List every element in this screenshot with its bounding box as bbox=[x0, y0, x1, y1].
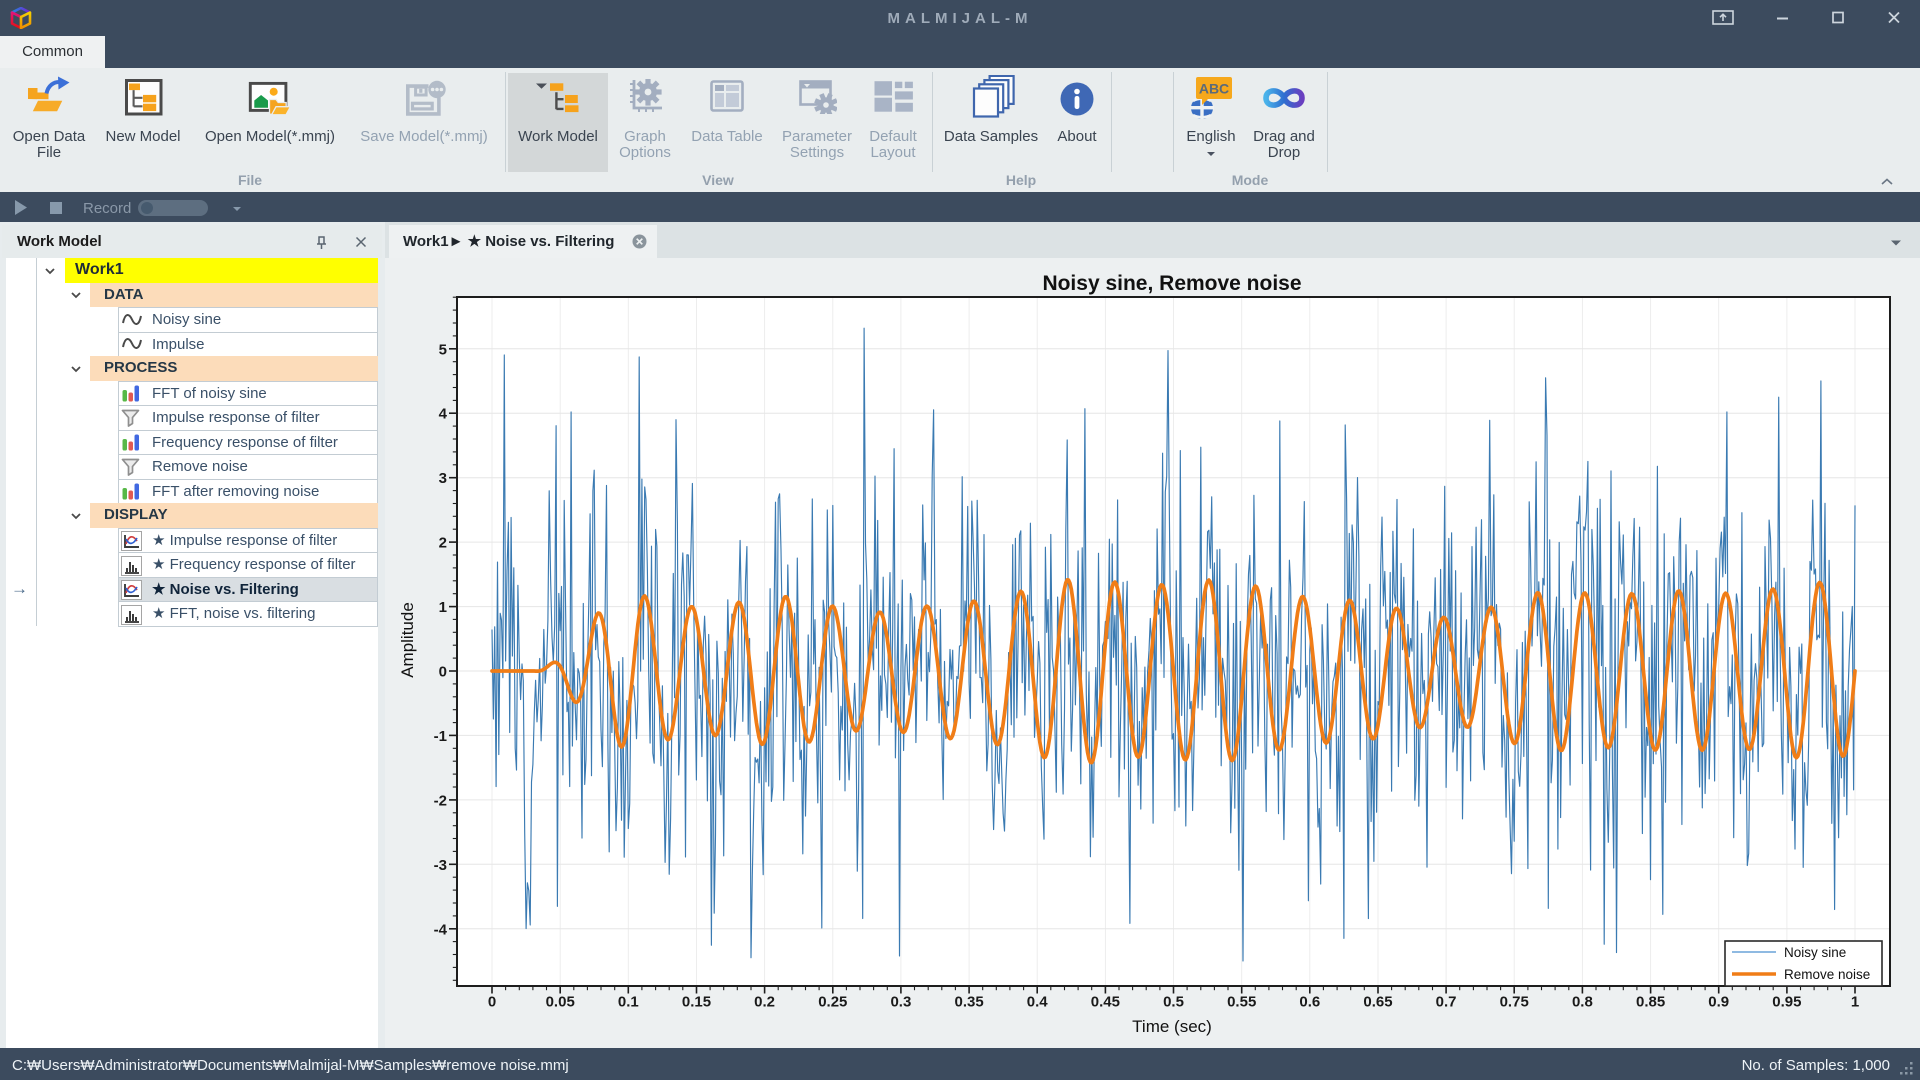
svg-text:0.95: 0.95 bbox=[1772, 994, 1801, 1011]
svg-text:0: 0 bbox=[439, 664, 447, 681]
svg-text:-4: -4 bbox=[434, 921, 448, 938]
svg-text:3: 3 bbox=[439, 470, 447, 487]
svg-text:4: 4 bbox=[439, 406, 448, 423]
svg-text:0.05: 0.05 bbox=[546, 994, 575, 1011]
svg-text:0.85: 0.85 bbox=[1636, 994, 1665, 1011]
svg-text:0.2: 0.2 bbox=[754, 994, 775, 1011]
svg-text:Remove noise: Remove noise bbox=[1784, 967, 1870, 982]
svg-text:ABC: ABC bbox=[1199, 81, 1229, 97]
svg-text:0.1: 0.1 bbox=[618, 994, 639, 1011]
svg-text:Noisy sine: Noisy sine bbox=[1784, 945, 1846, 960]
svg-text:0.4: 0.4 bbox=[1027, 994, 1049, 1011]
svg-text:Time (sec): Time (sec) bbox=[1132, 1017, 1212, 1036]
svg-text:-2: -2 bbox=[434, 792, 447, 809]
svg-text:1: 1 bbox=[439, 599, 447, 616]
svg-text:0.25: 0.25 bbox=[818, 994, 847, 1011]
svg-text:5: 5 bbox=[439, 341, 447, 358]
svg-text:0.45: 0.45 bbox=[1091, 994, 1120, 1011]
svg-text:-1: -1 bbox=[434, 728, 447, 745]
svg-text:0.7: 0.7 bbox=[1436, 994, 1457, 1011]
svg-text:0.55: 0.55 bbox=[1227, 994, 1256, 1011]
svg-text:0.65: 0.65 bbox=[1363, 994, 1392, 1011]
svg-text:0.35: 0.35 bbox=[954, 994, 983, 1011]
svg-text:-3: -3 bbox=[434, 857, 447, 874]
svg-text:2: 2 bbox=[439, 535, 447, 552]
svg-text:0.6: 0.6 bbox=[1299, 994, 1320, 1011]
svg-text:0: 0 bbox=[488, 994, 496, 1011]
svg-text:0.3: 0.3 bbox=[890, 994, 911, 1011]
svg-text:0.75: 0.75 bbox=[1500, 994, 1529, 1011]
svg-text:1: 1 bbox=[1851, 994, 1859, 1011]
svg-text:Amplitude: Amplitude bbox=[398, 602, 417, 678]
svg-text:0.15: 0.15 bbox=[682, 994, 711, 1011]
svg-text:0.9: 0.9 bbox=[1708, 994, 1729, 1011]
svg-text:Noisy sine, Remove noise: Noisy sine, Remove noise bbox=[1042, 272, 1301, 295]
svg-text:0.5: 0.5 bbox=[1163, 994, 1184, 1011]
svg-text:0.8: 0.8 bbox=[1572, 994, 1593, 1011]
